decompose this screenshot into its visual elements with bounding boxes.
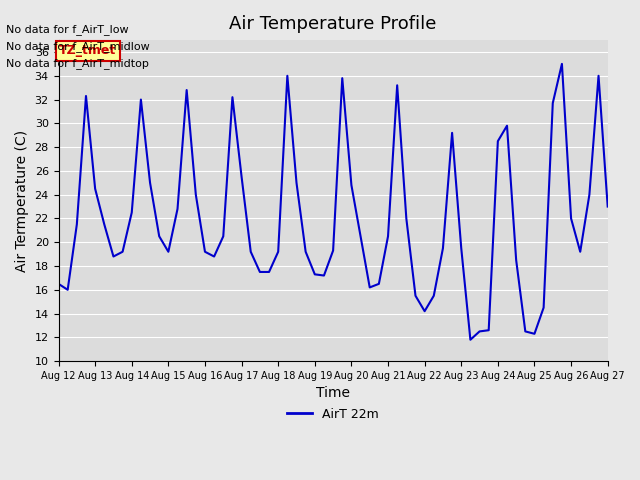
Y-axis label: Air Termperature (C): Air Termperature (C) [15,130,29,272]
Legend: AirT 22m: AirT 22m [282,403,384,425]
X-axis label: Time: Time [316,386,350,400]
Text: No data for f_AirT_midtop: No data for f_AirT_midtop [6,58,149,69]
Text: TZ_tmet: TZ_tmet [60,44,116,58]
Text: No data for f_AirT_midlow: No data for f_AirT_midlow [6,41,150,52]
Title: Air Temperature Profile: Air Temperature Profile [229,15,436,33]
Text: No data for f_AirT_low: No data for f_AirT_low [6,24,129,35]
